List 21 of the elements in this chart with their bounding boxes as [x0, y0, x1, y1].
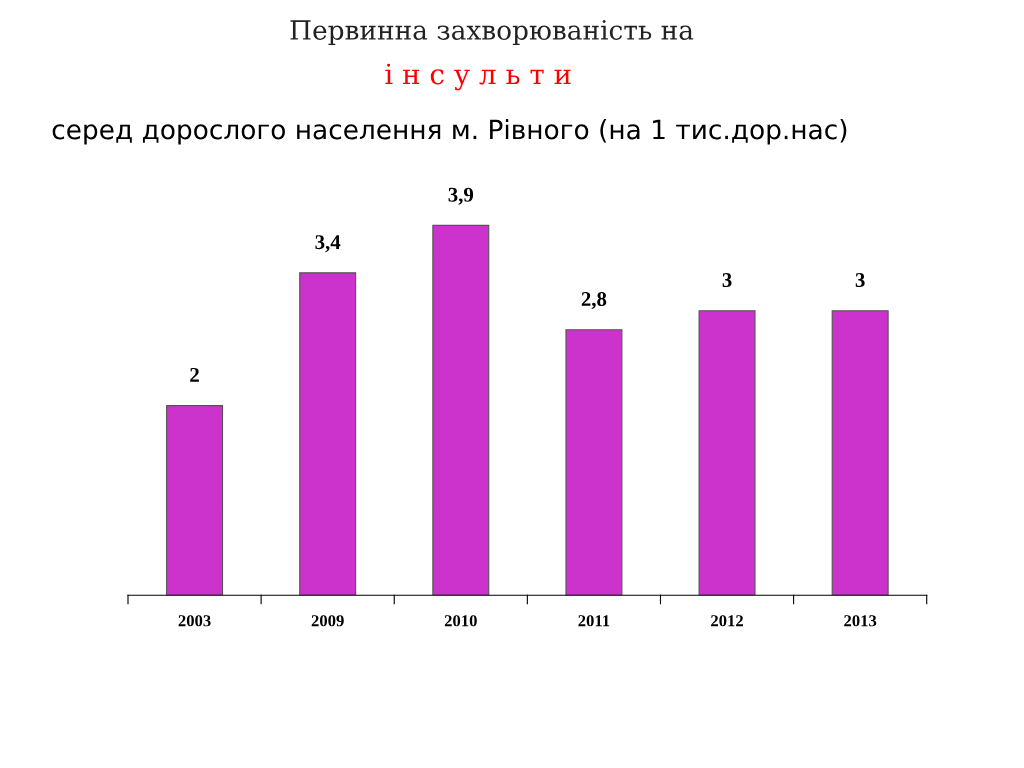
data-label: 2,8 [581, 291, 607, 310]
data-label: 3 [855, 273, 865, 288]
x-tick-label: 2009 [311, 615, 344, 627]
chart-subtitle: і н с у л ь т и [385, 63, 571, 91]
data-label: 3 [722, 273, 732, 288]
chart-title: Первинна захворюваність на [290, 20, 694, 46]
bar [299, 272, 357, 596]
x-tick-label: 2011 [578, 615, 610, 627]
data-label: 3,4 [315, 235, 341, 253]
text: серед дорослого населення м. Рівного (на 1 тис.дор.нас) [52, 119, 847, 145]
bar [565, 329, 623, 596]
bar [698, 310, 756, 596]
bar [166, 405, 224, 596]
data-label: 2 [190, 367, 199, 382]
x-tick-label: 2013 [844, 615, 877, 627]
x-tick-label: 2012 [711, 615, 743, 627]
bar [831, 310, 889, 596]
bar [432, 224, 490, 596]
x-tick-label: 2003 [178, 615, 211, 627]
x-tick-label: 2010 [444, 615, 477, 627]
data-label: 3,9 [448, 187, 474, 205]
